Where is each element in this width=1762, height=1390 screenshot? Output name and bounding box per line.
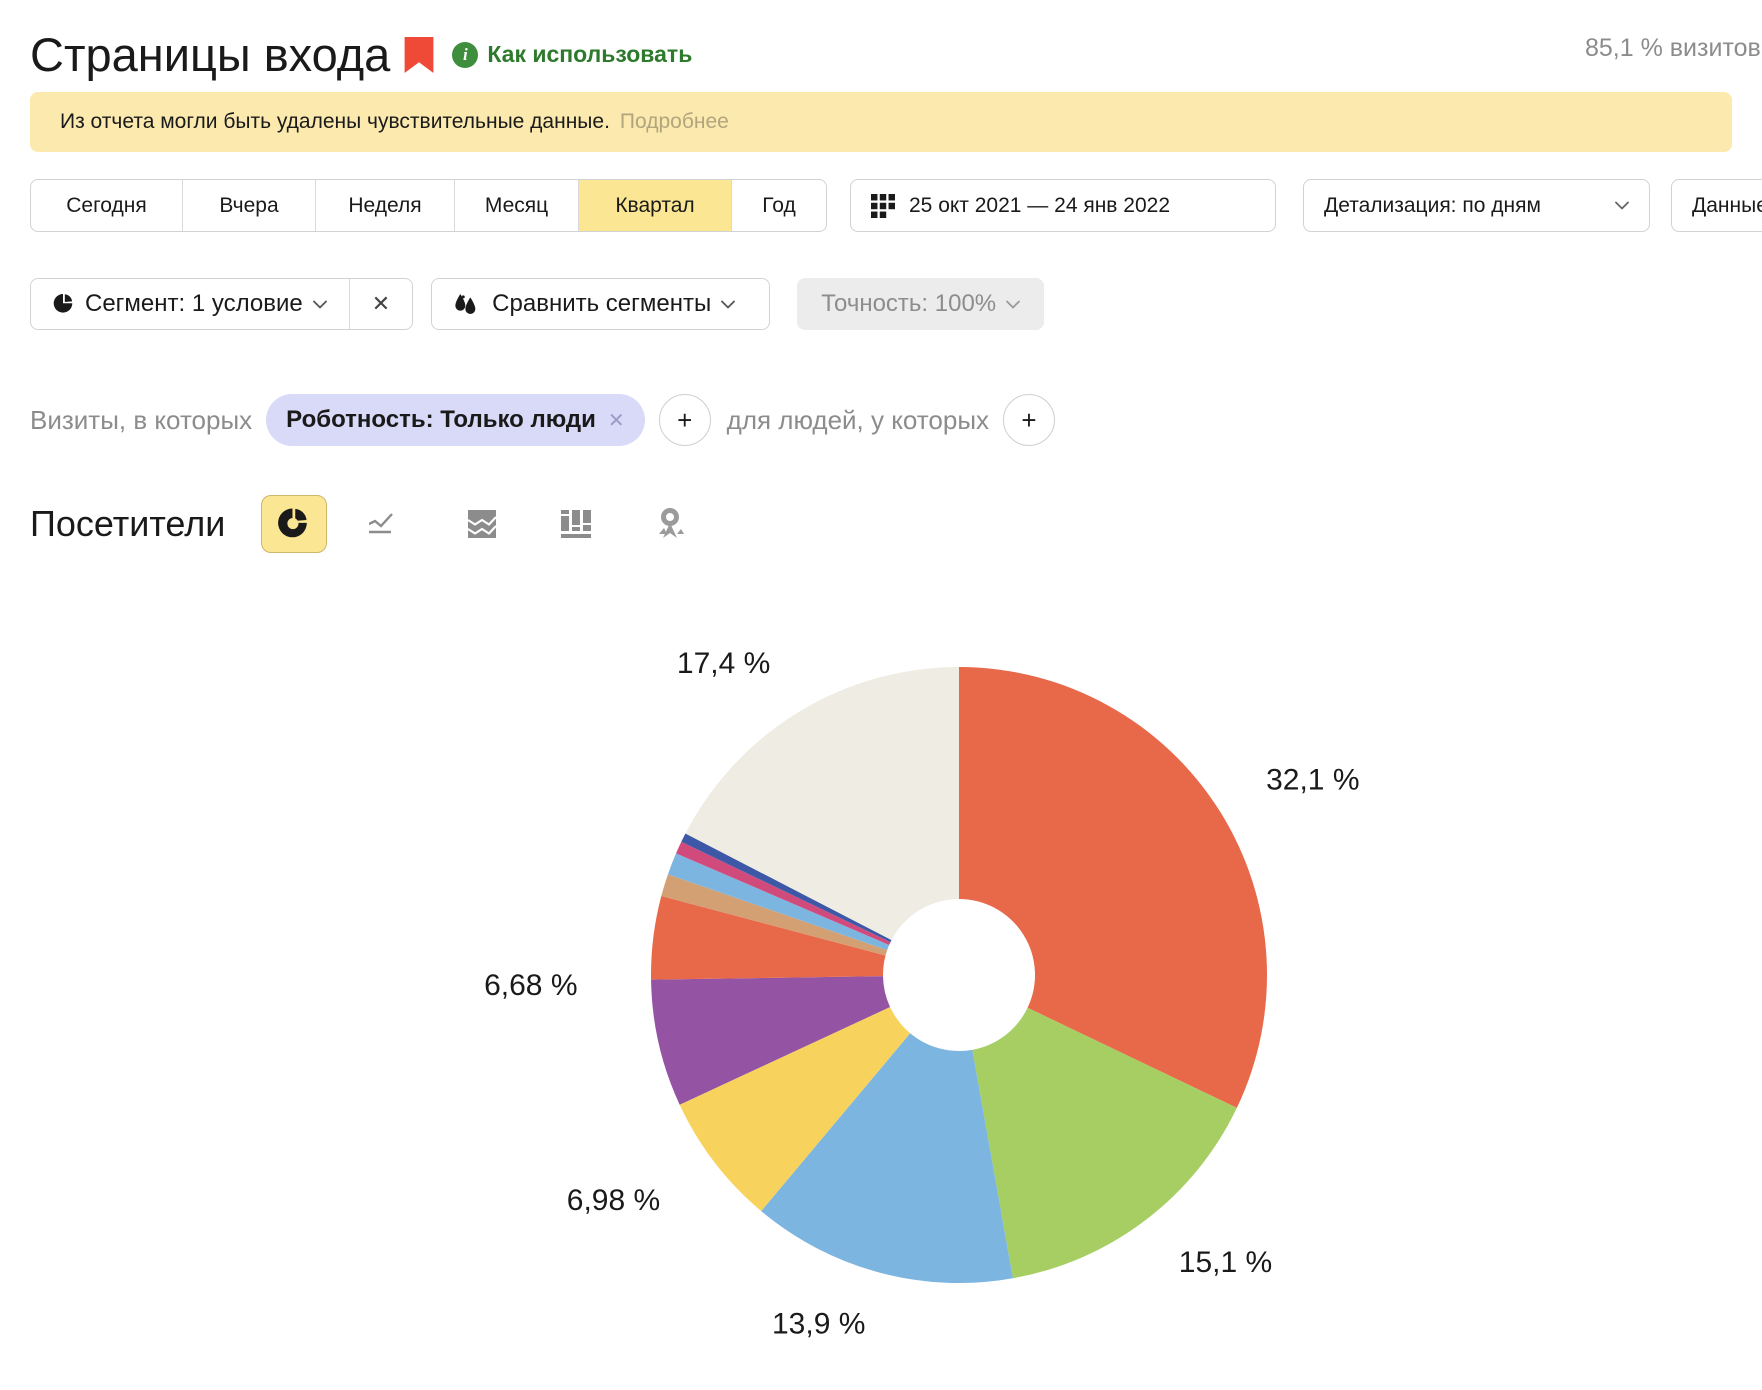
svg-text:15,1 %: 15,1 % (1179, 1246, 1272, 1279)
svg-text:6,68 %: 6,68 % (484, 969, 577, 1002)
svg-text:6,98 %: 6,98 % (567, 1184, 660, 1217)
svg-text:17,4 %: 17,4 % (677, 647, 770, 680)
svg-text:32,1 %: 32,1 % (1266, 763, 1359, 796)
svg-text:13,9 %: 13,9 % (772, 1308, 865, 1341)
